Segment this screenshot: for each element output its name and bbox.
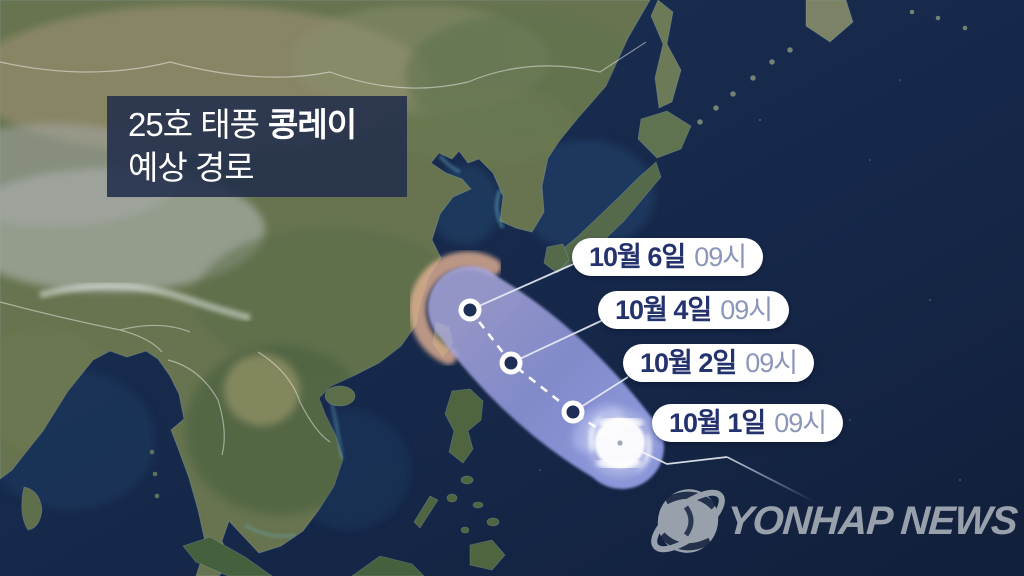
terrain-texture	[0, 5, 635, 515]
track-point-oct4	[499, 351, 523, 375]
track-point-oct2	[561, 400, 585, 424]
track-label-time: 09시	[694, 242, 747, 272]
track-label-date: 10월 2일	[640, 348, 737, 378]
island-sumatra	[182, 536, 273, 576]
track-label-oct6: 10월 6일 09시	[572, 238, 764, 276]
track-point-oct6	[458, 298, 482, 322]
island-borneo	[351, 555, 425, 576]
island-kyushu	[543, 243, 570, 274]
leader-line-oct6	[469, 261, 579, 311]
yonhap-swirl-icon	[651, 489, 725, 553]
title-box: 25호 태풍 콩레이 예상 경로	[107, 96, 407, 197]
track-label-date: 10월 6일	[589, 242, 686, 272]
philippine-islands	[413, 475, 506, 571]
track-label-oct4: 10월 4일 09시	[598, 291, 790, 329]
track-label-time: 09시	[720, 295, 773, 325]
track-label-time: 09시	[745, 348, 798, 378]
leader-line-fadeout	[726, 456, 816, 503]
island-sakhalin	[650, 0, 682, 109]
title-storm-name: 콩레이	[267, 106, 357, 143]
island-hokkaido	[637, 110, 692, 159]
islands	[21, 0, 968, 576]
track-label-oct1: 10월 1일 09시	[652, 404, 844, 442]
title-line1: 25호 태풍 콩레이	[128, 103, 407, 147]
track-label-oct2: 10월 2일 09시	[623, 344, 815, 382]
island-hainan	[324, 385, 356, 407]
title-line2: 예상 경로	[128, 149, 255, 186]
typhoon-swirl-icon	[586, 409, 654, 477]
track-label-time: 09시	[774, 408, 827, 438]
kuril-islands	[697, 9, 968, 125]
track-label-date: 10월 4일	[615, 295, 712, 325]
leader-line-oct4	[510, 319, 604, 364]
island-srilanka	[21, 486, 43, 531]
cone-uncertainty-band-orange	[409, 251, 502, 365]
title-storm-number: 25호 태풍	[128, 106, 260, 143]
island-luzon	[444, 388, 484, 464]
peninsula-kamchatka	[805, 0, 854, 43]
track-points	[458, 298, 585, 424]
country-borders	[0, 41, 647, 456]
track-label-date: 10월 1일	[669, 408, 766, 438]
andaman-islands	[149, 449, 160, 499]
yonhap-watermark-text: YONHAP NEWS	[725, 499, 1019, 543]
